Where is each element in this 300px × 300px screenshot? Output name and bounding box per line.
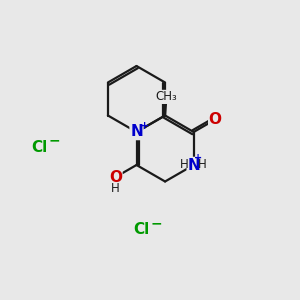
Text: CH₃: CH₃: [155, 90, 177, 104]
Text: O: O: [208, 112, 221, 127]
Text: O: O: [109, 169, 122, 184]
Text: −: −: [151, 216, 162, 230]
Text: +: +: [140, 121, 149, 131]
Text: H: H: [180, 158, 189, 171]
Text: H: H: [198, 158, 207, 171]
Text: N: N: [130, 124, 143, 140]
Text: N: N: [187, 158, 200, 172]
Text: −: −: [49, 134, 60, 147]
Text: Cl: Cl: [31, 140, 47, 154]
Text: H: H: [111, 182, 120, 195]
Text: Cl: Cl: [133, 222, 149, 237]
Text: +: +: [194, 153, 202, 164]
